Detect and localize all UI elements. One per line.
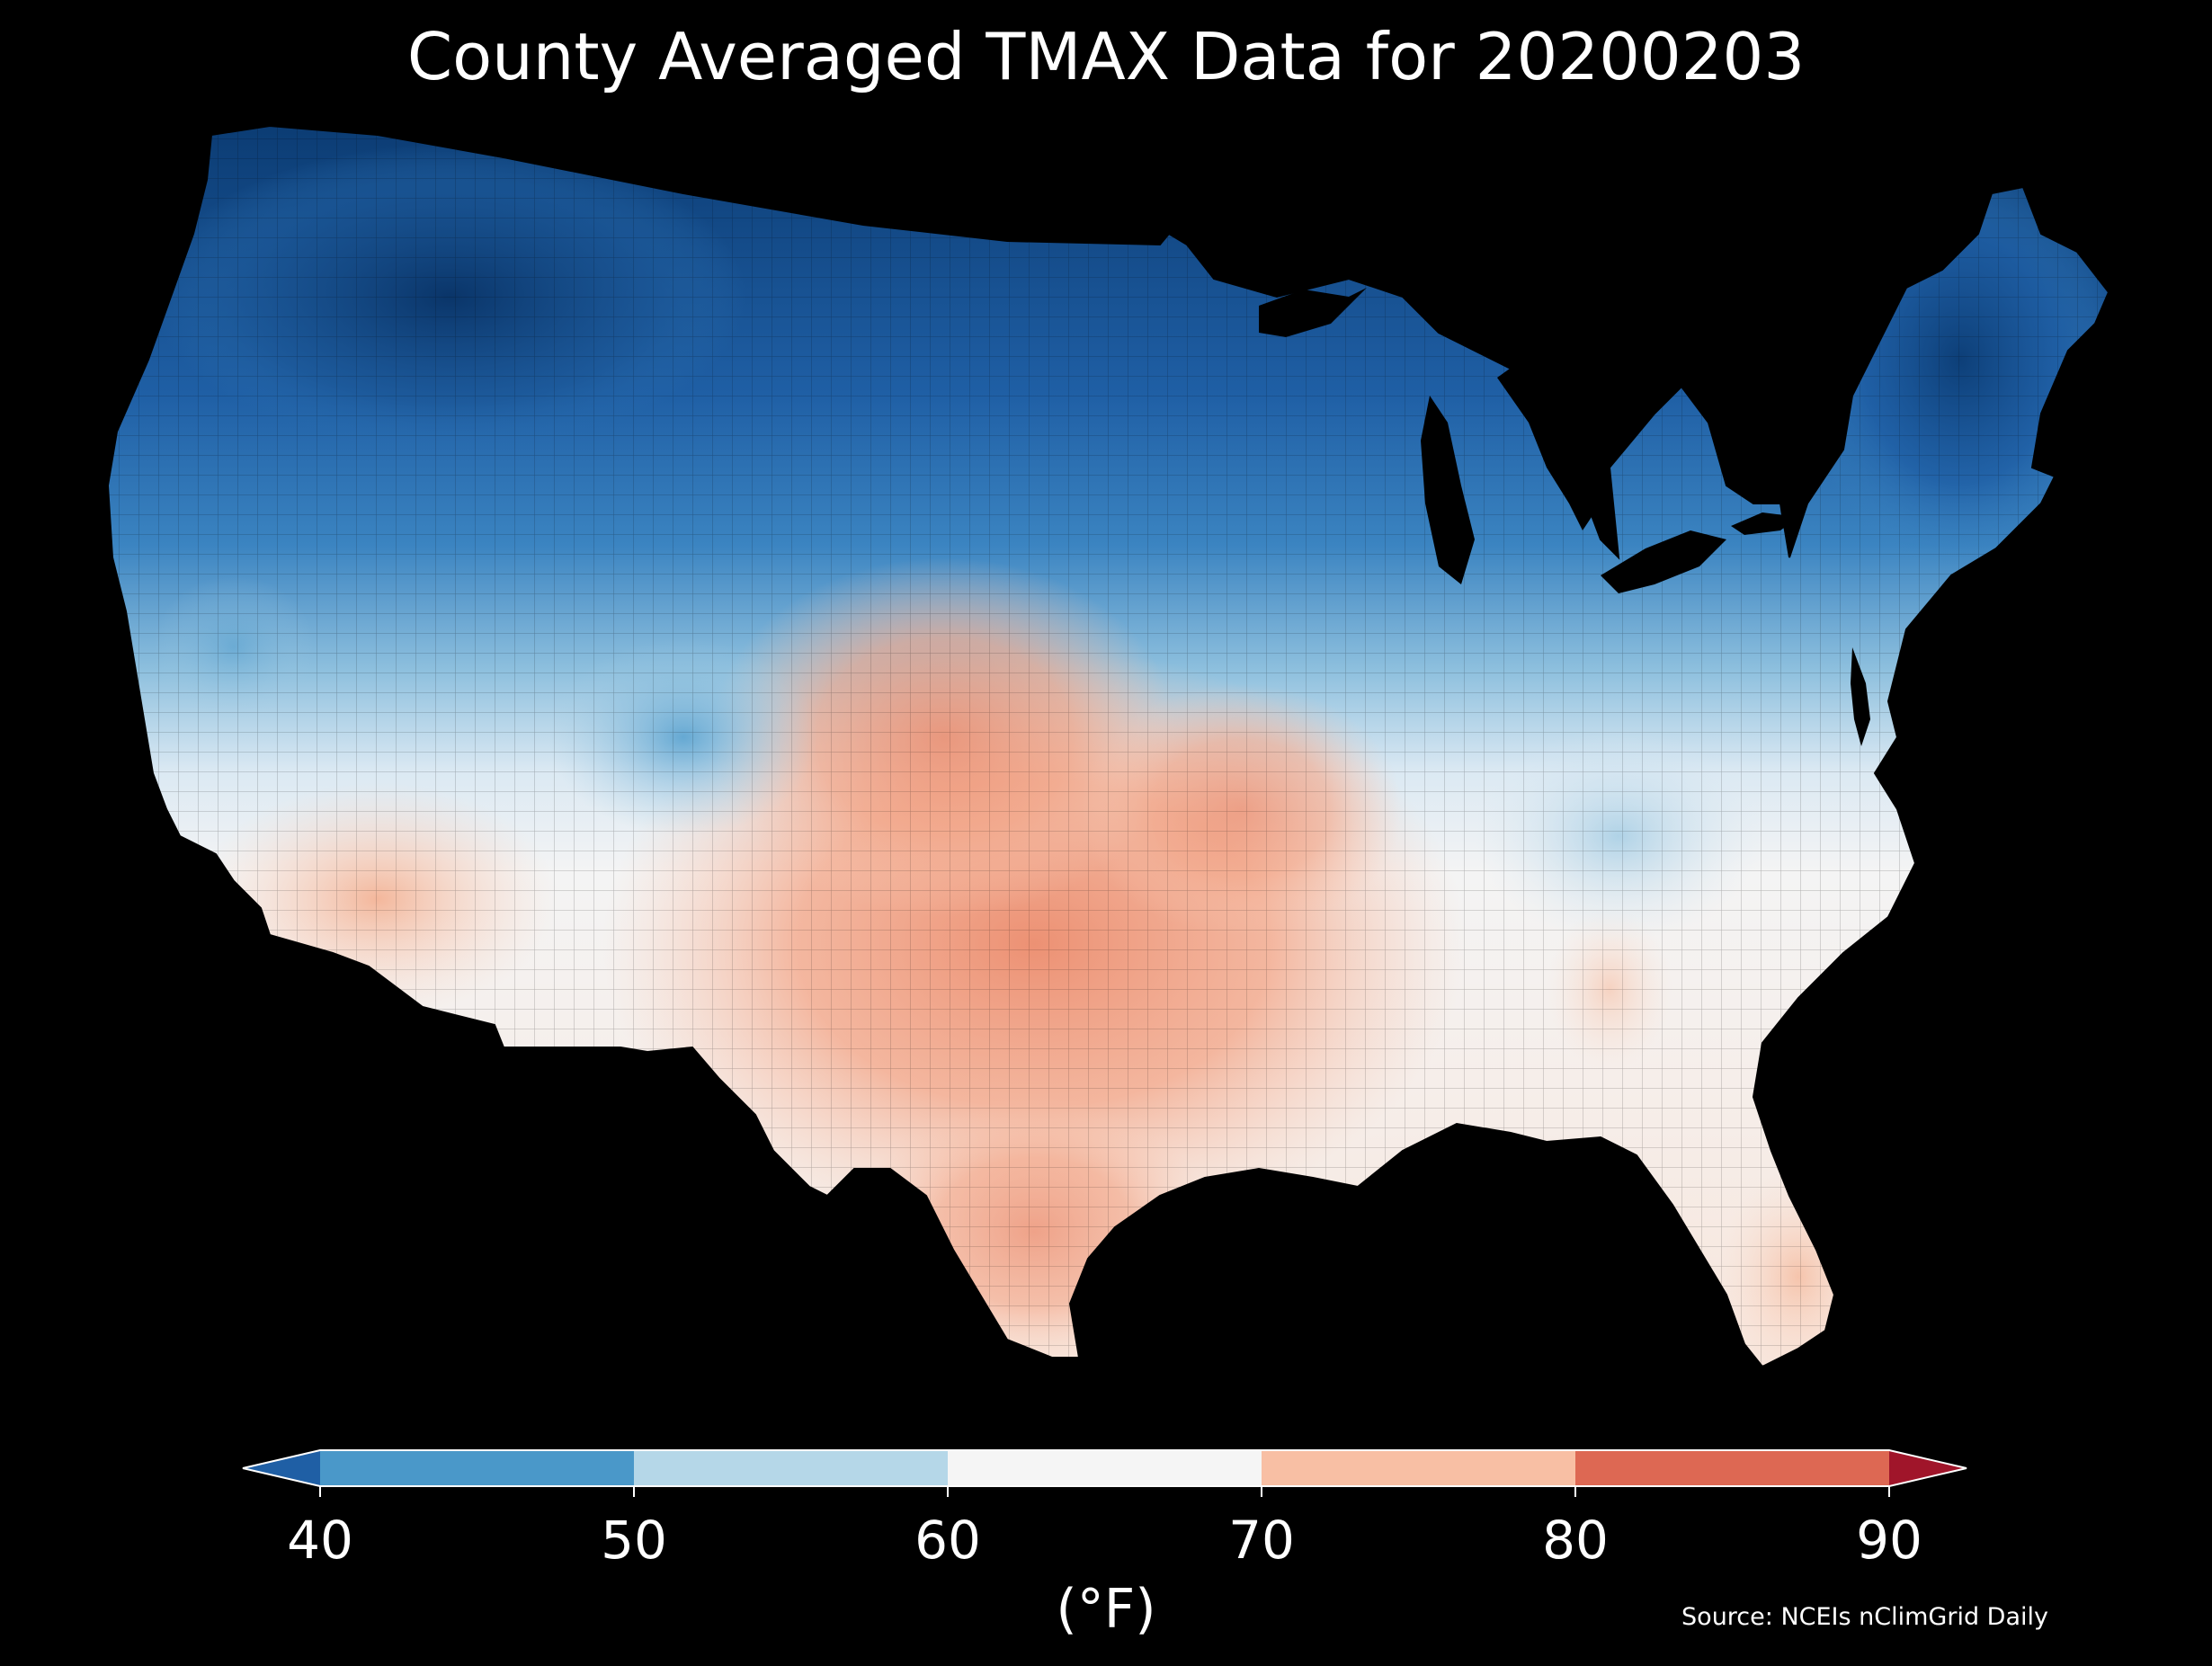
colorbar-bin-50-60 — [634, 1450, 948, 1486]
colorbar-over-arrow — [1889, 1450, 1967, 1486]
colorbar-unit-label: (°F) — [1056, 1578, 1156, 1641]
colorbar-under-arrow — [243, 1450, 320, 1486]
colorbar-tick-60: 60 — [914, 1510, 981, 1571]
chesapeake-bay — [1851, 647, 1870, 746]
colorbar-tick-90: 90 — [1856, 1510, 1922, 1571]
colorbar-tick-80: 80 — [1542, 1510, 1609, 1571]
colorbar-bin-40-50 — [320, 1450, 634, 1486]
colorbar-bin-80-90 — [1575, 1450, 1889, 1486]
colorbar-bin-70-80 — [1262, 1450, 1575, 1486]
colorbar-tick-50: 50 — [601, 1510, 667, 1571]
colorbar-tick-70: 70 — [1228, 1510, 1295, 1571]
colorbar-tick-40: 40 — [287, 1510, 353, 1571]
map-title: County Averaged TMAX Data for 20200203 — [406, 19, 1806, 94]
colorbar-bin-60-70 — [948, 1450, 1262, 1486]
great-lakes — [1259, 288, 1798, 593]
source-credit: Source: NCEIs nClimGrid Daily — [1681, 1603, 2048, 1631]
